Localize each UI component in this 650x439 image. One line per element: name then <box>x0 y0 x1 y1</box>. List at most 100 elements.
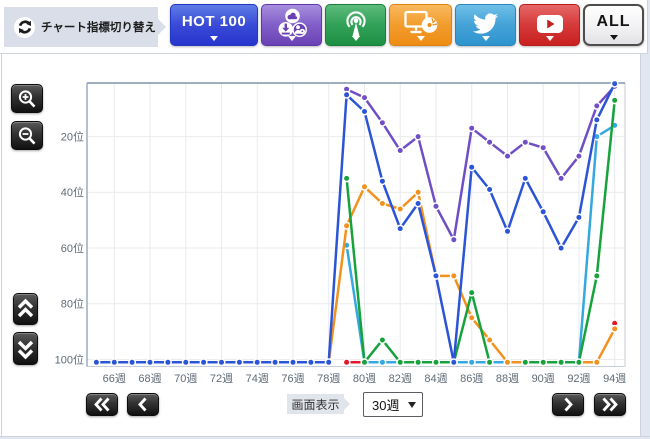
caret-down-icon <box>416 36 425 41</box>
topbar-right-gutter <box>647 0 650 54</box>
series-line-radio-airplay <box>345 100 616 366</box>
series-point-sales-downloads <box>592 101 601 110</box>
series-point-hot100 <box>503 227 512 236</box>
indicator-button-pc-lookup[interactable] <box>389 4 452 46</box>
series-line-sales-downloads <box>346 85 616 244</box>
indicator-button-all[interactable]: ALL <box>583 4 644 46</box>
series-point-hot100 <box>467 163 476 172</box>
panel-left-border <box>1 0 2 436</box>
series-point-sales-downloads <box>557 174 566 183</box>
chart-indicator-switch-label: チャート指標切り替え <box>4 7 158 47</box>
x-axis-label: 84週 <box>424 372 447 385</box>
series-point-radio-airplay <box>432 358 440 367</box>
series-point-hot100 <box>414 199 423 208</box>
x-axis-label: 68週 <box>138 372 161 385</box>
series-point-hot100 <box>271 358 280 367</box>
indicator-button-radio-airplay[interactable] <box>325 4 386 46</box>
select-caret-icon <box>408 401 416 408</box>
x-axis-label: 90週 <box>532 372 555 385</box>
indicator-button-hot100[interactable]: HOT 100 <box>170 4 258 46</box>
zoom-out-button[interactable] <box>11 121 43 150</box>
series-point-radio-airplay <box>467 288 476 297</box>
series-point-hot100 <box>521 174 530 183</box>
caret-down-icon <box>351 36 360 41</box>
scroll-up-button[interactable] <box>13 293 38 325</box>
series-point-radio-airplay <box>360 358 369 367</box>
series-point-hot100 <box>199 358 208 367</box>
x-axis-label: 92週 <box>567 372 590 385</box>
series-point-radio-airplay <box>414 358 423 367</box>
series-point-radio-airplay <box>485 358 494 367</box>
series-point-hot100 <box>378 177 387 186</box>
series-point-sales-downloads <box>432 202 440 211</box>
x-axis-label: 82週 <box>389 372 412 385</box>
page-next-button[interactable] <box>552 393 584 416</box>
double-chevron-down-icon <box>17 340 34 359</box>
double-chevron-left-icon <box>94 397 110 412</box>
series-point-sales-downloads <box>521 138 530 147</box>
series-point-pc-lookup <box>396 205 405 213</box>
y-axis-label: 100位 <box>55 352 84 366</box>
series-point-hot100 <box>324 358 333 367</box>
twitter-icon <box>456 8 515 36</box>
series-point-pc-lookup <box>360 182 369 191</box>
series-point-hot100 <box>557 244 566 253</box>
x-axis-label: 72週 <box>210 372 233 385</box>
series-point-hot100 <box>128 358 137 367</box>
pc-lookup-icon <box>390 8 451 39</box>
series-point-sales-downloads <box>396 146 405 155</box>
series-point-hot100 <box>289 358 297 367</box>
series-point-sales-downloads <box>574 152 583 161</box>
series-point-hot100 <box>181 358 190 367</box>
chevron-left-icon <box>138 397 147 412</box>
hot100-label: HOT 100 <box>181 13 247 30</box>
x-axis-label: 70週 <box>174 372 197 385</box>
page-prev-fast-button[interactable] <box>86 393 118 416</box>
double-chevron-up-icon <box>17 298 34 318</box>
series-point-hot100 <box>253 358 262 367</box>
series-point-radio-airplay <box>592 271 601 280</box>
series-point-hot100 <box>235 358 244 367</box>
display-label: 画面表示 <box>287 394 344 414</box>
series-point-sales-downloads <box>449 235 458 244</box>
series-point-hot100 <box>396 224 405 233</box>
caret-down-icon <box>481 36 490 41</box>
series-point-hot100 <box>217 358 226 367</box>
x-axis-label: 88週 <box>496 372 519 385</box>
series-point-radio-airplay <box>539 358 548 367</box>
indicator-button-sales-downloads[interactable] <box>261 4 322 46</box>
magnifier-minus-icon <box>18 126 36 144</box>
indicator-button-youtube[interactable] <box>519 4 580 46</box>
series-point-twitter <box>378 358 387 367</box>
all-label: ALL <box>596 12 631 30</box>
series-point-radio-airplay <box>396 358 405 367</box>
radio-airplay-icon <box>326 8 385 39</box>
series-point-pc-lookup <box>449 271 458 280</box>
y-axis-label: 40位 <box>61 185 84 199</box>
indicator-button-twitter[interactable] <box>455 4 516 46</box>
series-point-sales-downloads <box>467 124 476 133</box>
series-point-hot100 <box>360 107 369 116</box>
series-point-radio-airplay <box>521 358 530 367</box>
indicator-toolbar: チャート指標切り替え HOT 100 <box>0 0 647 54</box>
zoom-in-button[interactable] <box>11 84 43 113</box>
range-select[interactable]: 30週 <box>363 392 423 417</box>
series-point-pc-lookup <box>378 199 387 208</box>
series-point-hot100 <box>92 358 101 367</box>
x-axis-label: 78週 <box>317 372 340 385</box>
panel-bottom-gutter <box>0 436 650 439</box>
x-axis-label: 94週 <box>603 372 626 385</box>
series-point-hot100 <box>146 358 154 367</box>
scroll-down-button[interactable] <box>13 332 38 365</box>
x-axis-label: 76週 <box>281 372 304 385</box>
series-point-pc-lookup <box>342 221 351 230</box>
series-point-youtube <box>342 358 351 367</box>
youtube-icon <box>520 8 579 36</box>
series-point-hot100 <box>592 115 601 124</box>
series-point-radio-airplay <box>378 336 387 344</box>
page-next-fast-button[interactable] <box>594 393 626 416</box>
switch-icon <box>14 16 35 38</box>
page-prev-button[interactable] <box>127 393 159 416</box>
